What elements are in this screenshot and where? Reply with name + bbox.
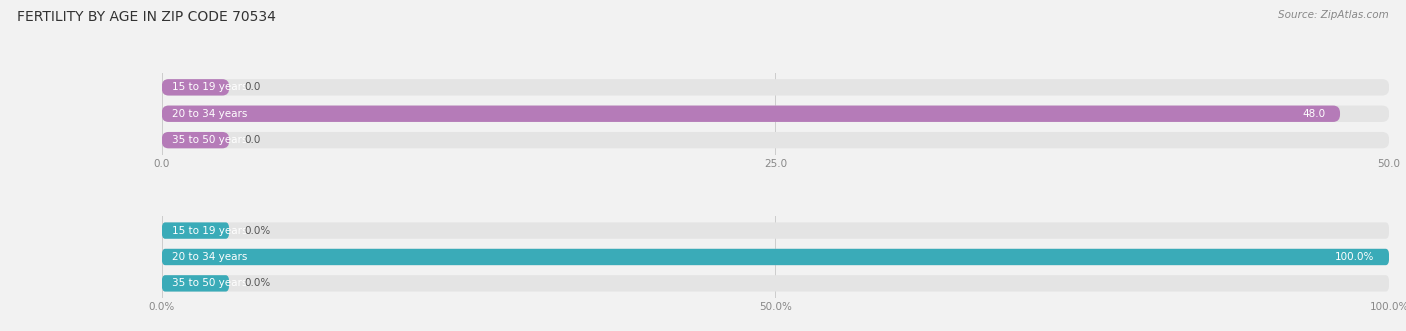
Text: 0.0: 0.0: [243, 135, 260, 145]
FancyBboxPatch shape: [162, 249, 1389, 265]
Text: 0.0%: 0.0%: [243, 225, 270, 236]
FancyBboxPatch shape: [162, 275, 229, 292]
Text: FERTILITY BY AGE IN ZIP CODE 70534: FERTILITY BY AGE IN ZIP CODE 70534: [17, 10, 276, 24]
Text: 100.0%: 100.0%: [1336, 252, 1375, 262]
FancyBboxPatch shape: [162, 132, 1389, 148]
FancyBboxPatch shape: [162, 106, 1340, 122]
Text: 48.0: 48.0: [1302, 109, 1326, 119]
Text: 20 to 34 years: 20 to 34 years: [172, 252, 247, 262]
Text: 15 to 19 years: 15 to 19 years: [172, 82, 247, 92]
Text: 20 to 34 years: 20 to 34 years: [172, 109, 247, 119]
Text: 35 to 50 years: 35 to 50 years: [172, 135, 247, 145]
Text: 0.0: 0.0: [243, 82, 260, 92]
Text: 35 to 50 years: 35 to 50 years: [172, 278, 247, 288]
Text: Source: ZipAtlas.com: Source: ZipAtlas.com: [1278, 10, 1389, 20]
FancyBboxPatch shape: [162, 249, 1389, 265]
Text: 15 to 19 years: 15 to 19 years: [172, 225, 247, 236]
FancyBboxPatch shape: [162, 132, 229, 148]
FancyBboxPatch shape: [162, 222, 229, 239]
FancyBboxPatch shape: [162, 106, 1389, 122]
FancyBboxPatch shape: [162, 79, 1389, 96]
FancyBboxPatch shape: [162, 275, 1389, 292]
Text: 0.0%: 0.0%: [243, 278, 270, 288]
FancyBboxPatch shape: [162, 222, 1389, 239]
FancyBboxPatch shape: [162, 79, 229, 96]
